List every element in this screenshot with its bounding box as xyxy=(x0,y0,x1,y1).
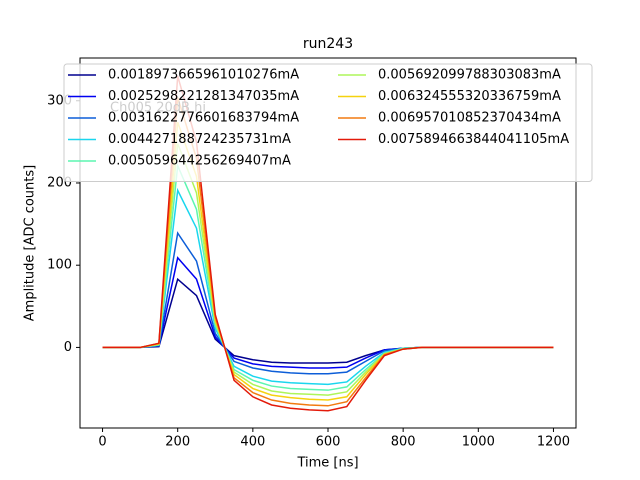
legend-label: 0.006324555320336759mA xyxy=(378,89,561,104)
plot-frame xyxy=(79,57,577,429)
x-tick-label: 200 xyxy=(165,435,190,450)
y-tick-label: 0 xyxy=(64,340,72,355)
legend-label: 0.004427188724235731mA xyxy=(108,132,291,147)
x-tick-label: 400 xyxy=(240,435,265,450)
chart-title: run243 xyxy=(303,36,353,52)
legend-label: 0.005692099788303083mA xyxy=(378,68,561,83)
x-tick-label: 800 xyxy=(391,435,416,450)
x-axis-label: Time [ns] xyxy=(296,456,358,471)
x-tick-label: 1200 xyxy=(537,435,570,450)
legend-label: 0.0025298221281347035mA xyxy=(108,89,299,104)
x-tick-label: 600 xyxy=(316,435,341,450)
legend-box xyxy=(63,63,593,182)
x-tick-label: 0 xyxy=(98,435,106,450)
y-axis-label: Amplitude [ADC counts] xyxy=(23,165,38,321)
legend-label: 0.0018973665961010276mA xyxy=(108,68,299,83)
legend-label: 0.006957010852370434mA xyxy=(378,111,561,126)
legend-label: 0.005059644256269407mA xyxy=(108,154,291,169)
x-tick-label: 1000 xyxy=(462,435,495,450)
legend-label: 0.0031622776601683794mA xyxy=(108,111,299,126)
legend-label: 0.0075894663844041105mA xyxy=(378,132,569,147)
y-tick-label: 100 xyxy=(47,258,72,273)
